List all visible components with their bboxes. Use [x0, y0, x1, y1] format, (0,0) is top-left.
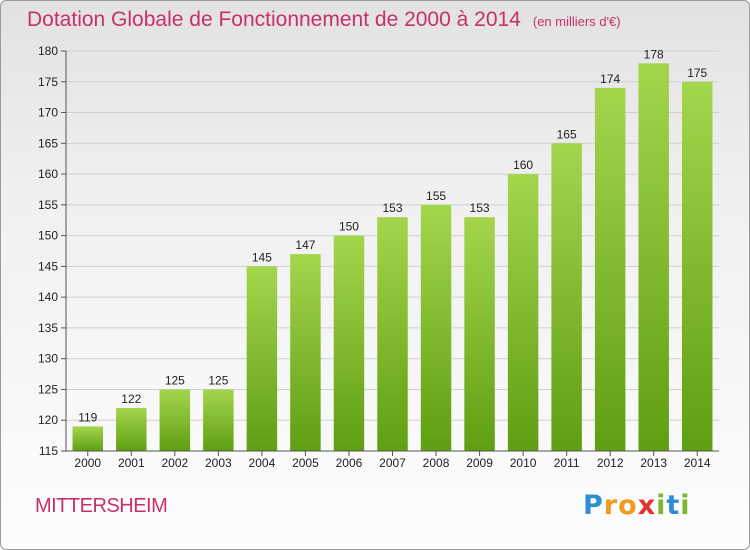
- x-tick-label: 2004: [249, 456, 276, 470]
- logo-letter: i: [680, 490, 691, 521]
- x-tick-label: 2014: [684, 456, 711, 470]
- y-tick-label: 155: [38, 198, 58, 212]
- x-tick-label: 2009: [466, 456, 493, 470]
- bar: [116, 407, 147, 451]
- y-tick-label: 135: [38, 321, 58, 335]
- bar-value-label: 160: [513, 158, 533, 172]
- y-tick-label: 170: [38, 106, 58, 120]
- bar: [551, 143, 582, 452]
- x-tick-label: 2002: [161, 456, 188, 470]
- bar-value-label: 145: [252, 250, 272, 264]
- axes: 1151201251301351401451501551601651701751…: [38, 44, 719, 470]
- x-tick-label: 2010: [510, 456, 537, 470]
- bar-value-label: 119: [78, 410, 97, 424]
- bar: [464, 217, 495, 451]
- title-unit: (en milliers d'€): [532, 14, 621, 29]
- bar-value-label: 165: [557, 127, 577, 141]
- bar: [159, 389, 191, 451]
- x-tick-label: 2000: [74, 456, 101, 470]
- logo-letter: P: [583, 490, 604, 521]
- x-tick-label: 2008: [423, 456, 450, 470]
- y-tick-label: 150: [38, 229, 58, 243]
- y-tick-label: 115: [39, 444, 58, 458]
- y-tick-label: 130: [38, 352, 58, 366]
- bar-value-label: 153: [470, 201, 490, 215]
- city-name: MITTERSHEIM: [35, 495, 168, 517]
- bars: 119 122 125 125 145 147 150 153 155 153 160 165 174 1…: [72, 47, 713, 452]
- bar-value-label: 178: [644, 47, 664, 61]
- logo-letter: o: [618, 490, 638, 521]
- x-tick-label: 2003: [205, 456, 232, 470]
- x-tick-label: 2006: [336, 456, 363, 470]
- bar: [72, 426, 104, 451]
- bar-value-label: 175: [687, 66, 707, 80]
- bar-value-label: 150: [339, 220, 359, 234]
- y-tick-label: 120: [38, 413, 58, 427]
- logo-letter: t: [666, 490, 681, 521]
- bar: [420, 204, 452, 451]
- y-tick-label: 165: [38, 136, 58, 150]
- x-tick-label: 2001: [118, 456, 145, 470]
- bar-value-label: 155: [426, 189, 446, 203]
- y-tick-label: 180: [38, 44, 58, 58]
- bar-value-label: 125: [165, 373, 185, 387]
- x-tick-label: 2013: [640, 456, 667, 470]
- bar: [333, 235, 365, 451]
- bar: [246, 266, 278, 451]
- bar-value-label: 174: [600, 72, 620, 86]
- bar: [507, 174, 539, 452]
- x-tick-label: 2007: [379, 456, 406, 470]
- bar: [290, 254, 321, 451]
- y-tick-label: 175: [38, 75, 58, 89]
- y-tick-label: 140: [38, 290, 58, 304]
- y-tick-label: 125: [38, 382, 58, 396]
- logo-letter: i: [656, 490, 667, 521]
- title-text: Dotation Globale de Fonctionnement de 20…: [27, 8, 521, 31]
- bar-value-label: 153: [382, 201, 402, 215]
- bar: [638, 63, 669, 452]
- bar-value-label: 125: [208, 373, 228, 387]
- bar: [681, 81, 713, 452]
- bar: [203, 389, 234, 451]
- bar: [377, 217, 408, 451]
- chart-title: Dotation Globale de Fonctionnement de 20…: [27, 8, 621, 32]
- logo-letter: r: [603, 490, 619, 521]
- bar-value-label: 147: [295, 238, 315, 252]
- bar-value-label: 122: [121, 392, 141, 406]
- y-tick-label: 160: [38, 167, 58, 181]
- y-tick-label: 145: [38, 259, 58, 273]
- proxiti-logo[interactable]: Proxiti: [583, 490, 691, 521]
- bar: [594, 87, 626, 451]
- x-tick-label: 2012: [597, 456, 624, 470]
- x-tick-label: 2005: [292, 456, 319, 470]
- logo-letter: x: [637, 490, 657, 521]
- x-tick-label: 2011: [554, 456, 580, 470]
